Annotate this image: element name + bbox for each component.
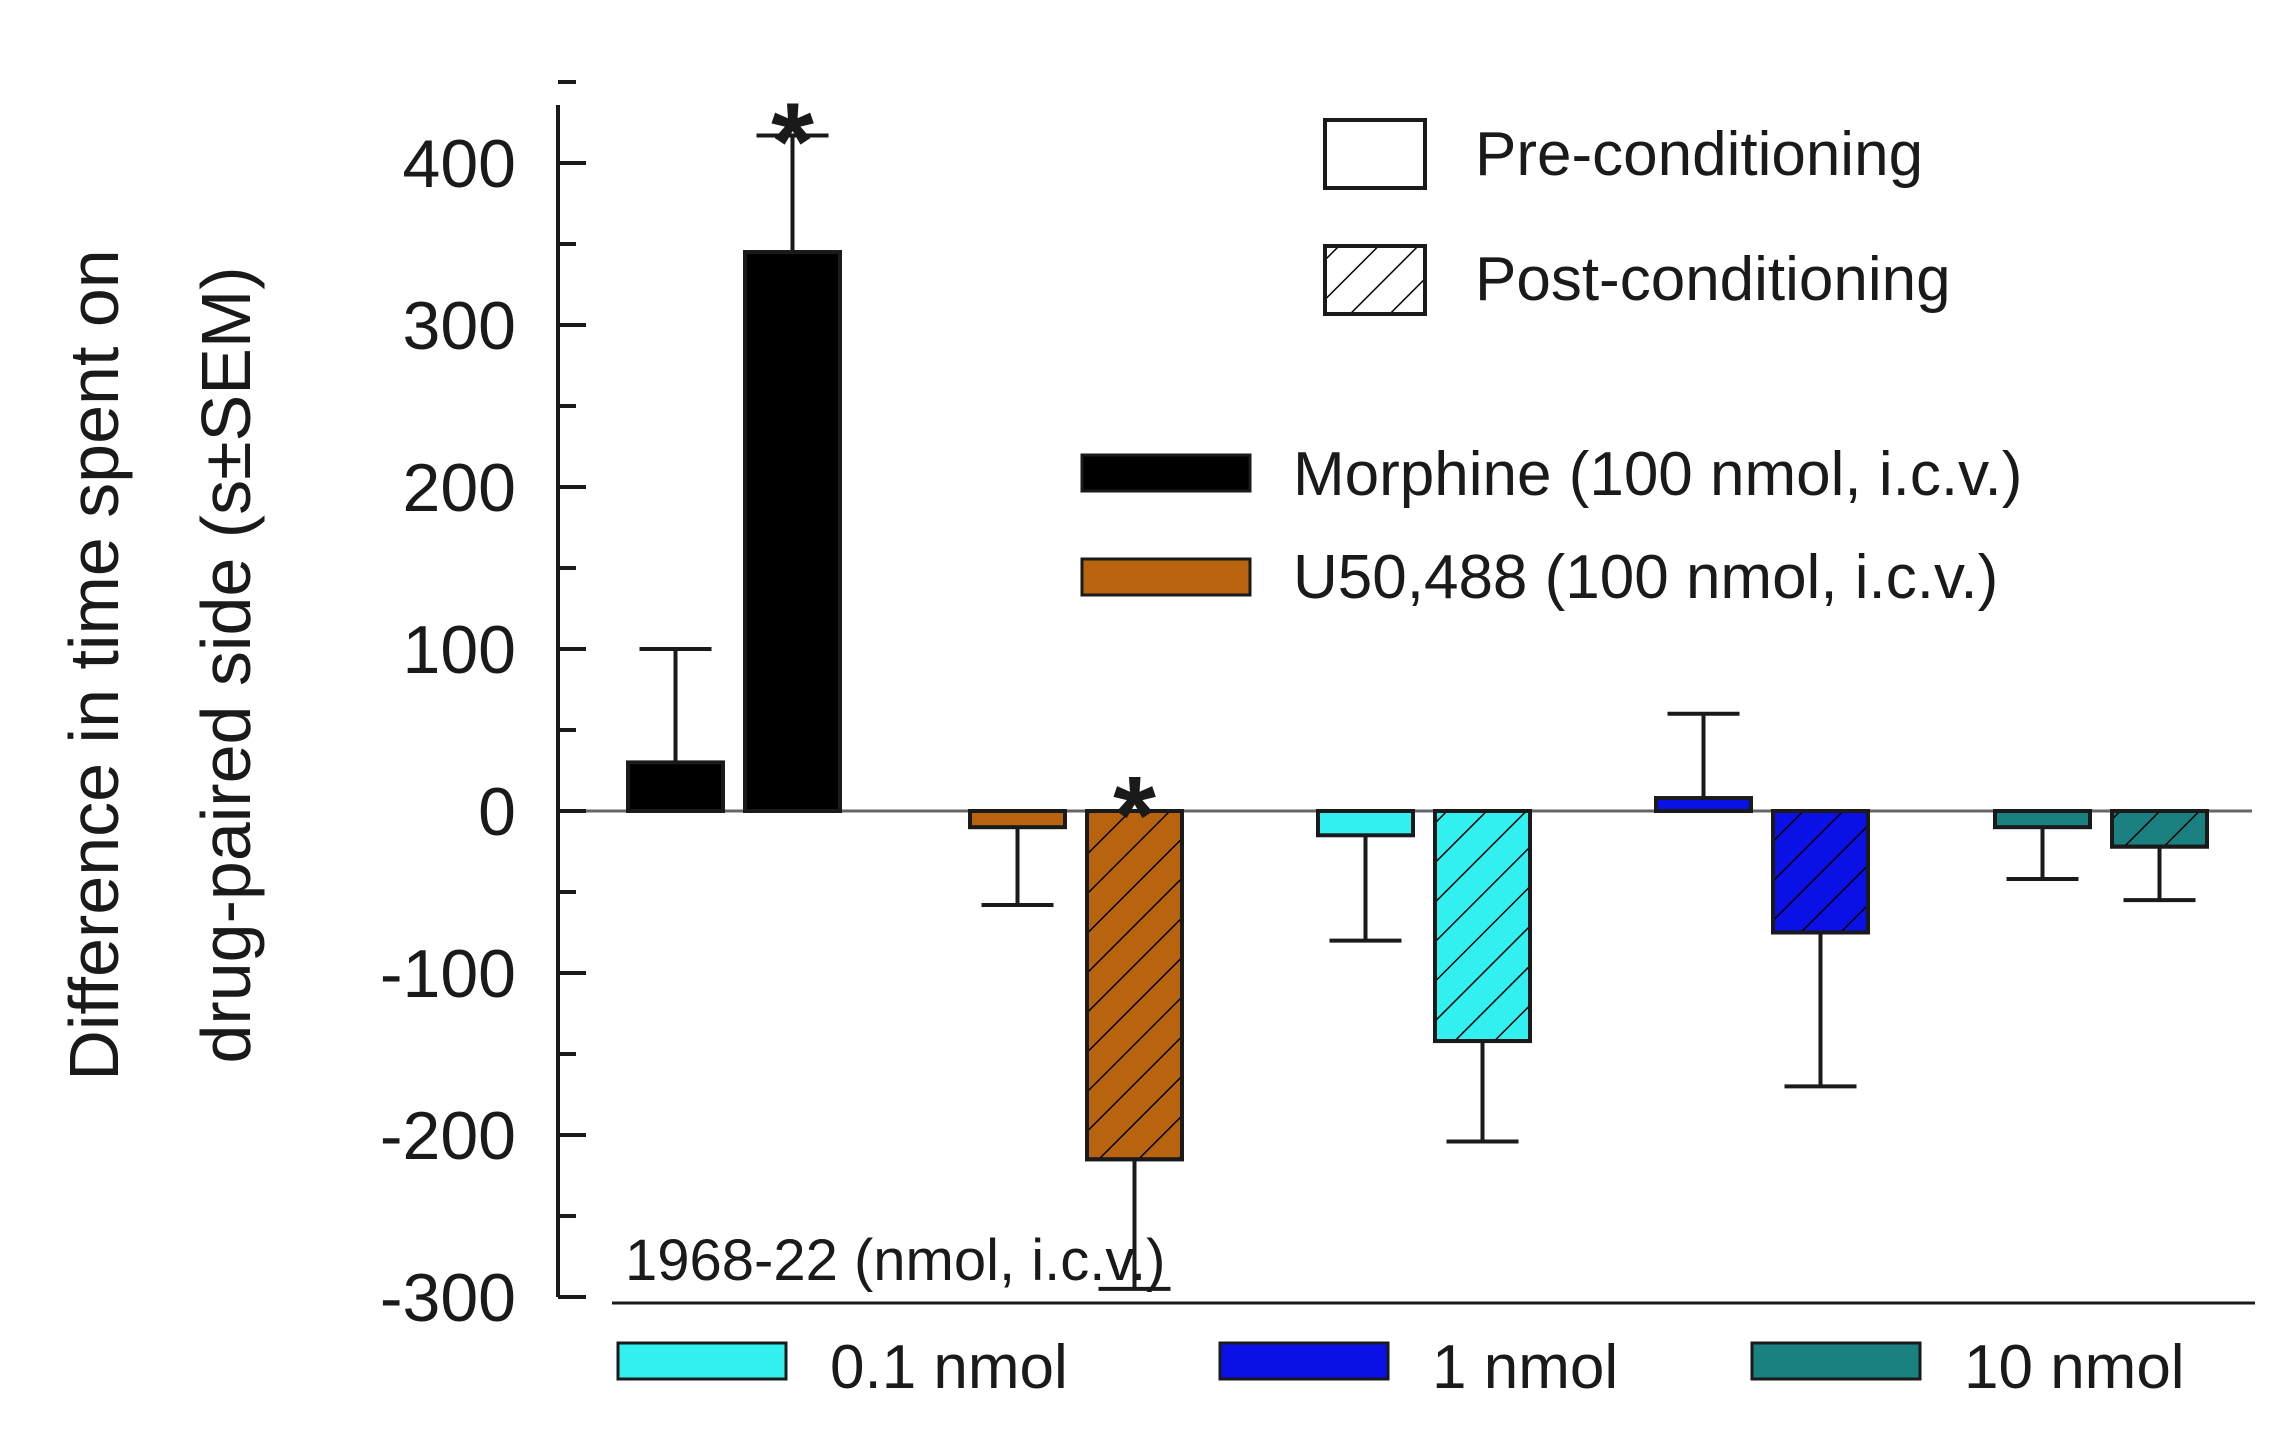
bar-2-pre (1316, 809, 1415, 838)
legend-doses: 0.1 nmol 1 nmol 10 nmol (616, 1333, 2185, 1402)
legend-pattern: Pre-conditioning Post-conditioning (1323, 118, 1951, 316)
dose-group-title: 1968-22 (nmol, i.c.v.) (625, 1228, 1165, 1293)
legend-swatch-u50488 (1080, 557, 1252, 597)
legend-label-morphine: Morphine (100 nmol, i.c.v.) (1293, 440, 2022, 509)
bar-3-pre (1654, 796, 1753, 813)
legend-label-dose-1: 1 nmol (1432, 1333, 1618, 1402)
y-tick-label: 400 (403, 126, 516, 202)
legend-label-u50488: U50,488 (100 nmol, i.c.v.) (1293, 543, 1998, 612)
y-axis-title-line1: Difference in time spent on (55, 249, 133, 1080)
legend-swatch-dose-10 (1750, 1341, 1922, 1381)
bar-0-pre (626, 760, 725, 814)
y-tick-label: 200 (403, 450, 516, 526)
bars: ** (626, 80, 2209, 1291)
bar-4-post-hatch (2110, 809, 2209, 849)
legend-drugs: Morphine (100 nmol, i.c.v.) U50,488 (100… (1080, 440, 2022, 612)
y-tick-label: -200 (380, 1098, 516, 1174)
legend-label-post: Post-conditioning (1475, 245, 1951, 314)
y-ticks (558, 80, 586, 1299)
y-axis-title-line2: drug-paired side (s±SEM) (187, 266, 265, 1063)
bar-0-post-hatch (743, 250, 842, 814)
y-tick-labels: 400 300 200 100 0 -100 -200 -300 (380, 126, 516, 1336)
bar-4-pre (1993, 809, 2092, 830)
legend-label-dose-0-1: 0.1 nmol (830, 1333, 1068, 1402)
legend-label-dose-10: 10 nmol (1964, 1333, 2185, 1402)
bar-2-post-hatch (1433, 809, 1532, 1044)
legend-swatch-post (1323, 244, 1427, 316)
significance-star: * (1113, 754, 1156, 877)
bar-1-pre (968, 809, 1067, 830)
significance-star: * (771, 80, 814, 203)
y-tick-label: 300 (403, 288, 516, 364)
bar-1-post-hatch (1085, 809, 1184, 1162)
legend-swatch-morphine (1080, 453, 1252, 493)
y-tick-label: -100 (380, 936, 516, 1012)
legend-swatch-dose-1 (1218, 1341, 1390, 1381)
y-tick-label: 100 (403, 612, 516, 688)
legend-swatch-dose-0-1 (616, 1341, 788, 1381)
legend-swatch-pre (1323, 118, 1427, 190)
y-tick-label: 0 (478, 774, 516, 850)
legend-label-pre: Pre-conditioning (1475, 120, 1923, 189)
bar-3-post-hatch (1771, 809, 1870, 935)
y-tick-label: -300 (380, 1260, 516, 1336)
